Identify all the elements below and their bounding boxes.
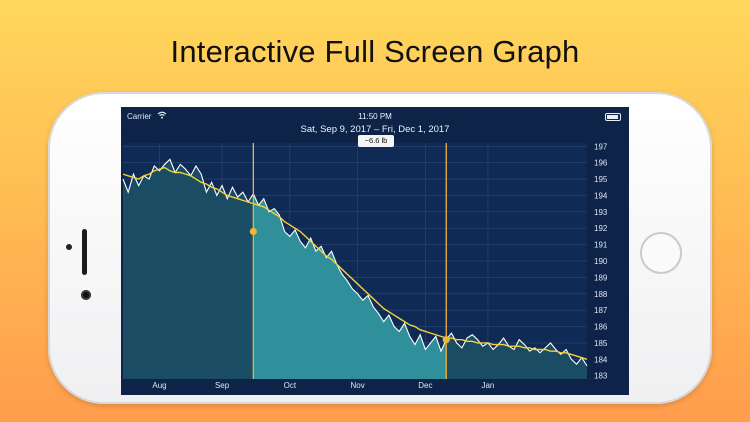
x-tick-label: Aug: [152, 381, 166, 390]
y-tick-label: 194: [594, 191, 608, 200]
status-carrier: Carrier: [127, 112, 152, 121]
y-tick-label: 185: [594, 339, 608, 348]
y-tick-label: 191: [594, 241, 608, 250]
y-tick-label: 187: [594, 306, 608, 315]
y-tick-label: 186: [594, 323, 608, 332]
date-range-title: Sat, Sep 9, 2017 – Fri, Dec 1, 2017: [300, 124, 450, 135]
headline: Interactive Full Screen Graph: [170, 34, 580, 69]
x-tick-label: Sep: [215, 381, 230, 390]
y-tick-label: 190: [594, 257, 608, 266]
earpiece-speaker-icon: [82, 229, 87, 275]
x-tick-label: Dec: [418, 381, 432, 390]
y-tick-label: 183: [594, 372, 608, 381]
weight-chart[interactable]: 197 196 195 194 193 192 191 190 189 188 187 186 185 1…: [121, 107, 629, 395]
y-tick-label: 184: [594, 355, 608, 364]
y-tick-label: 197: [594, 142, 608, 151]
app-screen: 197 196 195 194 193 192 191 190 189 188 187 186 185 1…: [121, 107, 629, 395]
x-tick-label: Jan: [481, 381, 494, 390]
status-time: 11:50 PM: [358, 112, 392, 121]
y-tick-label: 189: [594, 273, 608, 282]
home-button[interactable]: [640, 232, 682, 274]
selected-range-fill: [253, 193, 447, 379]
y-tick-label: 188: [594, 290, 608, 299]
selection-start-marker: [249, 227, 257, 236]
y-tick-label: 193: [594, 208, 608, 217]
x-tick-label: Oct: [284, 381, 297, 390]
selection-end-marker: [442, 336, 450, 344]
front-camera-icon: [81, 290, 91, 300]
y-tick-label: 192: [594, 224, 608, 233]
area-fill: [123, 159, 587, 379]
battery-icon: [605, 113, 621, 121]
y-tick-label: 196: [594, 159, 608, 168]
weight-change-badge: −6.6 lb: [358, 135, 394, 147]
y-tick-label: 195: [594, 175, 608, 184]
trend-line: [122, 166, 588, 361]
proximity-sensor-icon: [66, 244, 72, 250]
x-axis-strip: [121, 379, 629, 395]
wifi-icon: [157, 111, 167, 119]
x-tick-label: Nov: [350, 381, 364, 390]
